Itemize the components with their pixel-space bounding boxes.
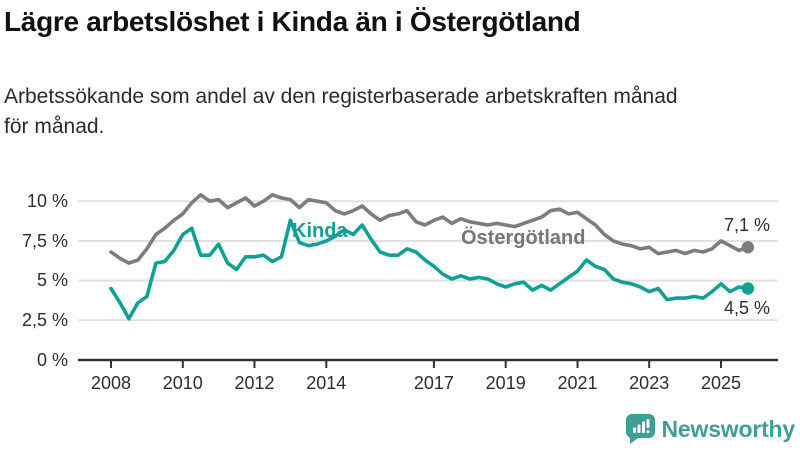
x-axis: 2008 2010 2012 2014 2017 2019 2021 2023 … bbox=[78, 358, 778, 393]
series-line-kinda bbox=[109, 218, 750, 321]
x-axis-ticks bbox=[110, 360, 722, 368]
x-axis-labels: 2008 2010 2012 2014 2017 2019 2021 2023 … bbox=[91, 373, 741, 393]
y-tick-label: 7,5 % bbox=[22, 231, 68, 251]
x-tick-label: 2023 bbox=[629, 373, 669, 393]
page-title: Lägre arbetslöshet i Kinda än i Östergöt… bbox=[4, 6, 581, 37]
x-tick-label: 2008 bbox=[91, 373, 131, 393]
y-tick-label: 5 % bbox=[37, 270, 68, 290]
bar-chart-glyph bbox=[632, 419, 650, 433]
newsworthy-logo-text: Newsworthy bbox=[661, 415, 796, 442]
subtitle-line-2: för månad. bbox=[4, 115, 105, 139]
series-end-dot-kinda bbox=[741, 282, 755, 295]
series-label-ostergotland: Östergötland bbox=[461, 226, 585, 249]
y-tick-label: 10 % bbox=[27, 191, 68, 211]
series-line-ostergotland bbox=[109, 193, 750, 265]
y-tick-label: 0 % bbox=[37, 350, 68, 370]
x-tick-label: 2017 bbox=[414, 373, 454, 393]
series-end-dot-ostergotland bbox=[741, 241, 755, 254]
plot-area bbox=[109, 193, 755, 321]
subtitle-line-1: Arbetssökande som andel av den registerb… bbox=[4, 85, 678, 108]
x-tick-label: 2021 bbox=[557, 373, 597, 393]
x-tick-label: 2012 bbox=[234, 373, 274, 393]
series-label-kinda: Kinda bbox=[292, 220, 348, 242]
x-tick-label: 2010 bbox=[163, 373, 203, 393]
y-tick-label: 2,5 % bbox=[22, 310, 68, 330]
y-axis: 10 % 7,5 % 5 % 2,5 % 0 % bbox=[22, 191, 68, 370]
newsworthy-logo-icon bbox=[625, 414, 655, 444]
end-value-label-ostergotland: 7,1 % bbox=[724, 215, 770, 235]
end-value-label-kinda: 4,5 % bbox=[724, 298, 770, 318]
line-chart: 10 % 7,5 % 5 % 2,5 % 0 % 2008 2010 2012 … bbox=[22, 191, 778, 393]
x-tick-label: 2019 bbox=[486, 373, 526, 393]
x-tick-label: 2025 bbox=[701, 373, 741, 393]
chart-subtitle: Arbetssökande som andel av den registerb… bbox=[4, 82, 794, 143]
x-tick-label: 2014 bbox=[306, 373, 346, 393]
newsworthy-logo[interactable]: Newsworthy bbox=[625, 412, 795, 446]
